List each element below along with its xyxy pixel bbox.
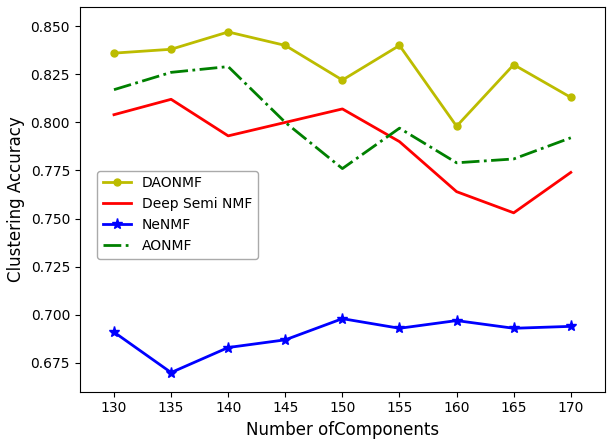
Line: Deep Semi NMF: Deep Semi NMF (114, 99, 571, 213)
AONMF (225, 64, 232, 69)
NeNMF (225, 345, 232, 350)
DAONMF (110, 50, 118, 56)
NeNMF (110, 330, 118, 335)
Deep Semi NMF (396, 139, 403, 145)
NeNMF (510, 326, 517, 331)
Deep Semi NMF (282, 120, 289, 125)
Deep Semi NMF (453, 189, 460, 194)
NeNMF (567, 324, 575, 329)
Deep Semi NMF (225, 133, 232, 139)
AONMF (282, 120, 289, 125)
AONMF (510, 156, 517, 161)
DAONMF (338, 78, 346, 83)
NeNMF (396, 326, 403, 331)
Deep Semi NMF (168, 97, 175, 102)
AONMF (453, 160, 460, 165)
Deep Semi NMF (510, 210, 517, 215)
NeNMF (453, 318, 460, 323)
Deep Semi NMF (567, 170, 575, 175)
NeNMF (338, 316, 346, 321)
DAONMF (567, 95, 575, 100)
DAONMF (282, 43, 289, 48)
DAONMF (510, 62, 517, 67)
DAONMF (168, 46, 175, 52)
AONMF (567, 135, 575, 140)
NeNMF (282, 337, 289, 343)
Line: AONMF: AONMF (114, 66, 571, 169)
DAONMF (225, 29, 232, 35)
AONMF (168, 70, 175, 75)
Line: NeNMF: NeNMF (108, 313, 577, 378)
Line: DAONMF: DAONMF (111, 29, 574, 130)
DAONMF (453, 124, 460, 129)
Deep Semi NMF (110, 112, 118, 117)
X-axis label: Number ofComponents: Number ofComponents (246, 421, 439, 439)
Legend: DAONMF, Deep Semi NMF, NeNMF, AONMF: DAONMF, Deep Semi NMF, NeNMF, AONMF (97, 171, 258, 259)
Y-axis label: Clustering Accuracy: Clustering Accuracy (7, 116, 25, 282)
AONMF (338, 166, 346, 171)
DAONMF (396, 43, 403, 48)
AONMF (110, 87, 118, 92)
Deep Semi NMF (338, 106, 346, 112)
AONMF (396, 125, 403, 131)
NeNMF (168, 370, 175, 375)
